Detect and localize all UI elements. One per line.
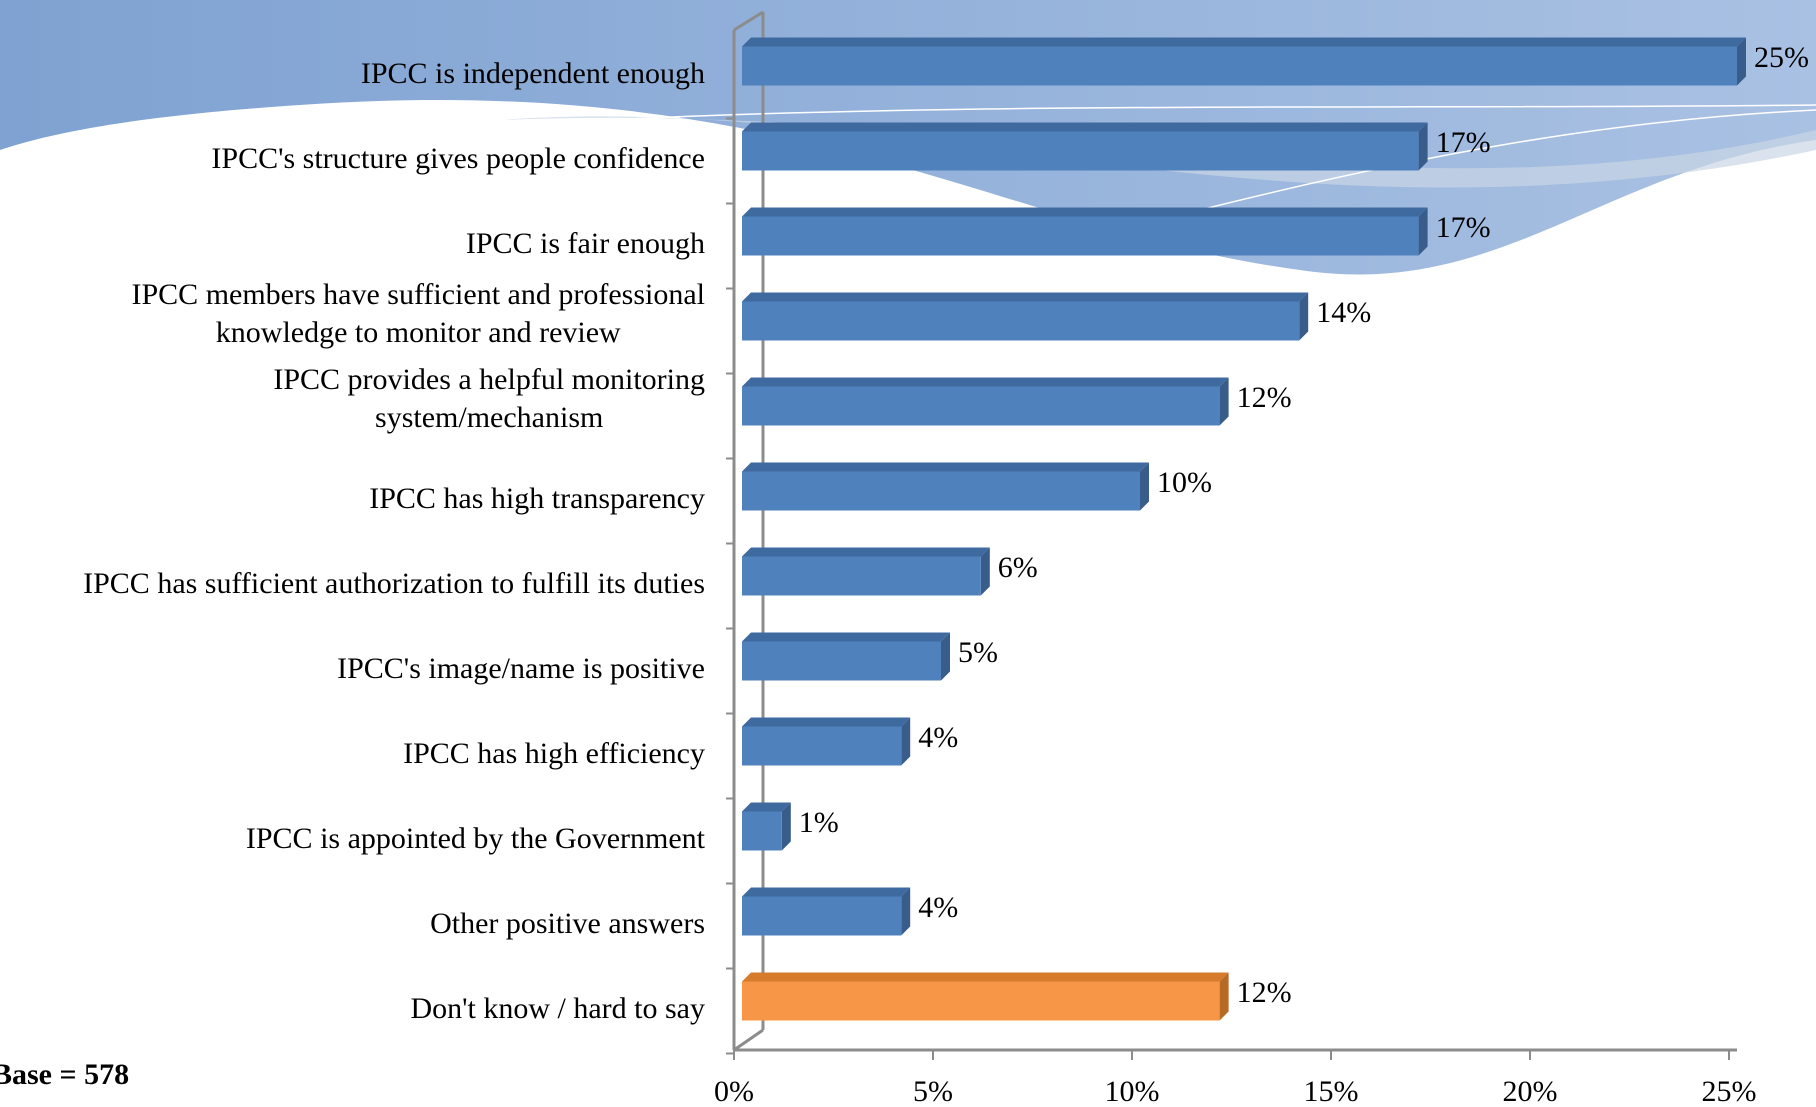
bar-side [980,547,990,596]
y-tick-label: IPCC is appointed by the Government [246,822,706,855]
bar-side [781,802,791,851]
bar [742,131,1419,171]
bar-top [742,547,990,557]
bar-side [1299,292,1309,341]
y-tick-label: IPCC has high efficiency [403,737,705,770]
value-label: 25% [1754,41,1809,74]
bar [742,301,1300,341]
bar [742,641,941,681]
x-tick-label: 25% [1702,1075,1757,1107]
bar-side [941,632,950,681]
bar-side [1219,972,1229,1021]
bar-top [742,207,1428,217]
y-tick-label: IPCC's structure gives people confidence [211,142,705,175]
value-label: 1% [799,806,839,839]
bar [742,46,1737,86]
bar [742,981,1220,1021]
bar [742,471,1140,511]
bar-top [742,37,1746,47]
bar-side [1219,377,1229,426]
value-label: 4% [918,891,958,924]
value-label: 5% [958,636,998,669]
bar [742,386,1220,426]
axis-frame [732,10,1737,1052]
bar-top [742,122,1428,132]
x-tick-label: 20% [1503,1075,1558,1107]
y-tick-label: IPCC has sufficient authorization to ful… [83,567,705,600]
x-tick-label: 0% [714,1075,754,1107]
value-label: 10% [1157,466,1212,499]
y-tick-label: IPCC's image/name is positive [337,652,705,685]
base-note: Base = 578 [0,1058,129,1091]
bar-top [742,462,1149,472]
bar-side [1418,122,1428,171]
x-tick-label: 10% [1105,1075,1160,1107]
bar-top [742,972,1229,982]
y-tick-label: Don't know / hard to say [410,992,705,1025]
value-label: 4% [918,721,958,754]
y-tick-label: IPCC is independent enough [361,57,705,90]
bar-side [1418,207,1428,256]
value-label: 6% [998,551,1038,584]
bar-side [901,717,911,766]
bar-top [742,632,950,642]
y-tick-label: system/mechanism [375,401,603,434]
x-tick-label: 5% [913,1075,953,1107]
bar-top [742,377,1229,387]
bar-side [1737,37,1746,86]
bar-top [742,717,911,727]
bar [742,811,782,851]
bar-side [1140,462,1149,511]
bar-top [742,292,1309,302]
y-tick-label: Other positive answers [430,907,705,940]
y-tick-label: IPCC provides a helpful monitoring [273,363,705,396]
bar [742,216,1419,256]
y-tick-label: IPCC members have sufficient and profess… [132,278,706,311]
y-tick-label: knowledge to monitor and review [216,316,621,349]
bar-side [901,887,911,936]
bar [742,726,902,766]
bar [742,556,981,596]
y-tick-label: IPCC is fair enough [466,227,705,260]
value-label: 17% [1436,211,1491,244]
value-label: 12% [1237,381,1292,414]
bar-top [742,802,791,812]
value-label: 14% [1316,296,1371,329]
value-label: 12% [1237,976,1292,1009]
y-tick-label: IPCC has high transparency [369,482,705,515]
bar-top [742,887,911,897]
value-label: 17% [1436,126,1491,159]
bar [742,896,902,936]
x-tick-label: 15% [1304,1075,1359,1107]
